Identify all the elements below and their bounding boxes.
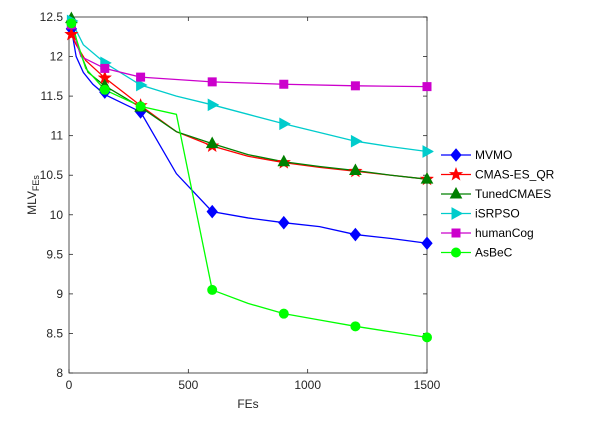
legend-label-humancog: humanCog <box>475 226 534 240</box>
legend-marker-asbec <box>451 247 461 258</box>
data-point-mvmo <box>349 227 362 242</box>
y-axis-ticks: 8 8.5 9 9.5 10 10.5 11 11.5 12 12.5 <box>40 10 427 380</box>
legend-label-cmas-es-qr: CMAS-ES_QR <box>475 168 555 182</box>
data-point-isrpso <box>279 117 291 131</box>
legend: MVMO CMAS-ES_QR TunedCMAES iSRPSO humanCog As… <box>433 140 564 272</box>
data-point-isrpso <box>207 98 220 112</box>
y-tick-label: 9 <box>56 287 63 301</box>
x-tick-label: 500 <box>178 378 198 392</box>
data-point-isrpso <box>350 134 363 148</box>
x-tick-label: 1500 <box>414 378 441 392</box>
x-axis-ticks: 0 500 1000 1500 <box>66 17 441 392</box>
series-markers <box>64 11 435 343</box>
data-point-mvmo <box>278 215 290 230</box>
data-point-asbec <box>422 332 432 343</box>
data-point-asbec <box>207 284 218 295</box>
x-tick-label: 1000 <box>294 378 321 392</box>
legend-marker-mvmo <box>450 148 462 162</box>
data-point-tunedcmaes <box>205 136 219 149</box>
legend-marker-humancog <box>451 228 461 238</box>
data-point-isrpso <box>422 145 435 158</box>
legend-label-isrpso: iSRPSO <box>475 207 520 221</box>
data-point-tunedcmaes <box>420 172 434 184</box>
data-point-tunedcmaes <box>277 154 291 167</box>
data-point-asbec <box>278 308 289 319</box>
plot-area <box>68 16 428 374</box>
data-point-tunedcmaes <box>349 163 362 175</box>
y-tick-label: 10 <box>50 208 64 222</box>
y-tick-label: 11 <box>51 129 64 143</box>
y-tick-label: 8.5 <box>46 326 63 340</box>
data-point-humancog <box>136 72 146 82</box>
data-point-mvmo <box>206 204 218 219</box>
y-tick-label: 12 <box>50 50 64 64</box>
y-axis-label-subscript: FEs <box>31 175 41 192</box>
legend-marker-cmas-es-qr <box>448 167 464 181</box>
series-line-humancog <box>70 24 428 88</box>
y-tick-label: 8 <box>56 366 63 380</box>
y-tick-label: 12.5 <box>40 10 64 24</box>
x-tick-label: 0 <box>66 378 73 392</box>
legend-marker-tunedcmaes <box>449 186 463 199</box>
data-point-mvmo <box>421 236 433 251</box>
data-point-humancog <box>350 81 360 91</box>
y-axis-label: MLVFEs <box>25 175 41 215</box>
data-point-isrpso <box>136 78 148 92</box>
y-tick-label: 9.5 <box>46 247 63 261</box>
series-line-mvmo <box>70 28 428 244</box>
legend-label-tunedcmaes: TunedCMAES <box>475 187 551 201</box>
y-tick-label: 10.5 <box>40 168 64 182</box>
x-axis-label: FEs <box>237 397 258 411</box>
y-tick-label: 11.5 <box>41 89 64 103</box>
data-point-asbec <box>135 101 146 112</box>
legend-label-asbec: AsBeC <box>475 246 513 260</box>
data-point-humancog <box>279 79 289 89</box>
data-point-asbec <box>99 84 110 95</box>
y-axis-label-main: MLV <box>25 191 39 215</box>
data-point-humancog <box>207 77 217 87</box>
data-point-cmas-es-qr <box>64 26 79 41</box>
data-point-asbec <box>66 18 77 29</box>
data-point-humancog <box>100 63 110 73</box>
data-point-asbec <box>350 321 361 332</box>
data-point-humancog <box>422 82 432 92</box>
legend-label-mvmo: MVMO <box>475 148 512 162</box>
legend-marker-isrpso <box>451 207 464 220</box>
